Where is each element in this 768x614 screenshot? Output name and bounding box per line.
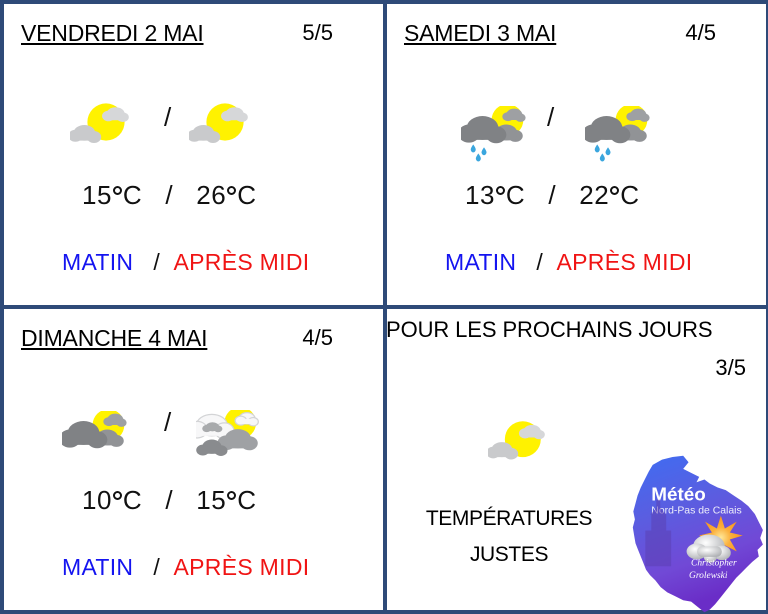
svg-text:Grolewski: Grolewski	[689, 571, 728, 581]
svg-text:Christopher: Christopher	[691, 558, 737, 568]
